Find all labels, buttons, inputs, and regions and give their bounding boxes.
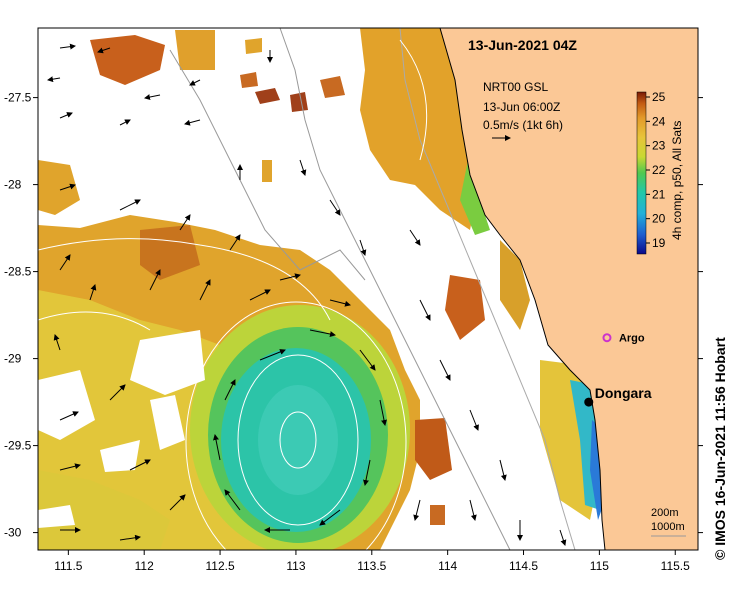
longitude-axis: 111.5 112 112.5 113 113.5 114 114.5 115 115.5 bbox=[54, 550, 690, 573]
map-title: 13-Jun-2021 04Z bbox=[468, 37, 577, 53]
lon-tick-label: 112 bbox=[135, 559, 154, 573]
colorbar-tick-label: 24 bbox=[652, 114, 666, 128]
sst-field bbox=[38, 28, 698, 550]
sst-coastal-north bbox=[360, 28, 478, 230]
colorbar-tick-label: 20 bbox=[652, 212, 666, 226]
colorbar-tick-label: 19 bbox=[652, 236, 666, 250]
lon-tick-label: 113.5 bbox=[357, 559, 386, 573]
colorbar-tick-label: 22 bbox=[652, 163, 666, 177]
lat-tick-label: -29.5 bbox=[4, 439, 32, 453]
isobath-200m bbox=[399, 28, 576, 550]
sea-level-contours bbox=[38, 39, 428, 550]
land-coastline bbox=[439, 28, 698, 550]
dongara-marker bbox=[584, 397, 594, 407]
current-vectors bbox=[47, 43, 567, 546]
lat-tick-label: -28.5 bbox=[4, 265, 32, 279]
lon-tick-label: 111.5 bbox=[54, 559, 83, 573]
sst-patch-coastal bbox=[415, 418, 452, 480]
current-source-name: NRT00 GSL bbox=[483, 80, 548, 94]
isobath-legend-200m: 200m bbox=[651, 507, 679, 519]
lon-tick-label: 112.5 bbox=[205, 559, 234, 573]
latitude-axis: -27.5 -28 -28.5 -29 -29.5 -30 bbox=[4, 91, 703, 540]
dongara-label: Dongara bbox=[595, 385, 652, 401]
sst-patch-nw bbox=[90, 35, 165, 85]
lon-tick-label: 115 bbox=[590, 559, 609, 573]
lat-tick-label: -30 bbox=[4, 526, 22, 540]
lat-tick-label: -28 bbox=[4, 178, 22, 192]
lon-tick-label: 115.5 bbox=[661, 559, 690, 573]
isobath-1000m bbox=[279, 28, 511, 550]
argo-float-marker bbox=[602, 333, 612, 343]
lon-tick-label: 113 bbox=[286, 559, 305, 573]
colorbar-tick-label: 23 bbox=[652, 139, 666, 153]
current-source-time: 13-Jun 06:00Z bbox=[483, 100, 560, 114]
colorbar bbox=[636, 91, 647, 255]
colorbar-tick-label: 25 bbox=[652, 90, 666, 104]
colorbar-ticks: 25 24 23 22 21 20 19 bbox=[646, 90, 666, 250]
lon-tick-label: 114.5 bbox=[509, 559, 538, 573]
lon-tick-label: 114 bbox=[438, 559, 457, 573]
credit-text: © IMOS 16-Jun-2021 11:56 Hobart bbox=[712, 337, 728, 560]
lat-tick-label: -29 bbox=[4, 352, 22, 366]
colorbar-tick-label: 21 bbox=[652, 187, 666, 201]
plot-frame bbox=[37, 27, 699, 551]
colorbar-label: 4h comp, p50, All Sats bbox=[670, 121, 684, 240]
isobath-legend-1000m: 1000m bbox=[651, 521, 685, 533]
argo-label: Argo bbox=[619, 333, 645, 345]
current-scale-label: 0.5m/s (1kt 6h) bbox=[483, 118, 563, 132]
lat-tick-label: -27.5 bbox=[4, 91, 32, 105]
